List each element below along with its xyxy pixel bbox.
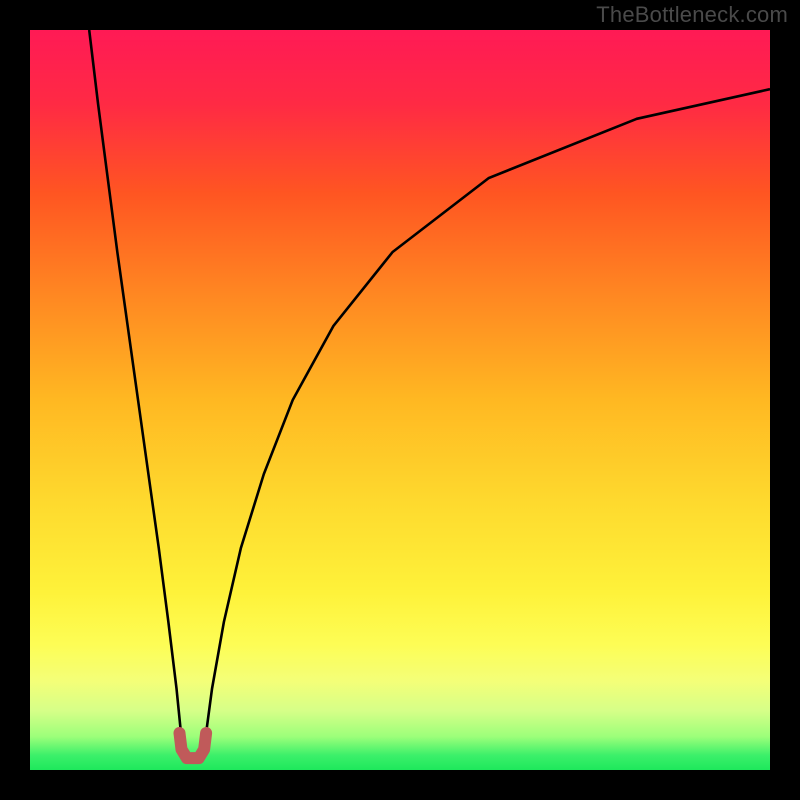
watermark-text: TheBottleneck.com — [596, 2, 788, 28]
figure-stage: TheBottleneck.com — [0, 0, 800, 800]
bottleneck-chart — [0, 0, 800, 800]
chart-background-gradient — [30, 30, 770, 770]
